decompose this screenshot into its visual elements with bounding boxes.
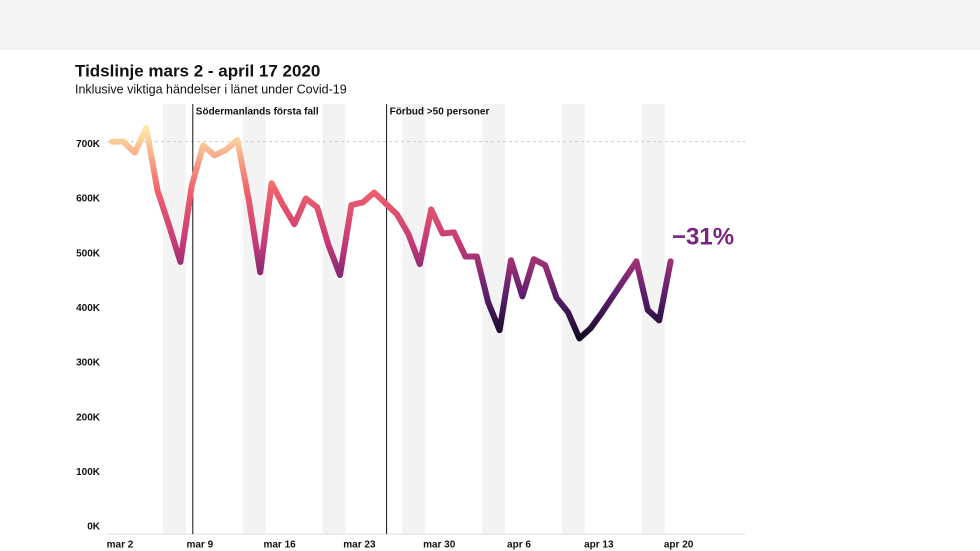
y-tick-label: 200K (76, 412, 101, 423)
top-bar (0, 0, 980, 50)
y-tick-label: 300K (76, 358, 101, 369)
y-tick-label: 100K (76, 467, 101, 478)
y-tick-label: 0K (87, 522, 101, 533)
y-tick-label: 400K (76, 303, 101, 314)
x-tick-label: mar 23 (343, 540, 376, 551)
y-tick-label: 700K (76, 139, 101, 150)
chart-subtitle: Inklusive viktiga händelser i länet unde… (75, 82, 347, 96)
x-tick-label: apr 6 (507, 540, 531, 551)
y-tick-label: 500K (76, 248, 101, 259)
x-tick-label: apr 13 (584, 540, 614, 551)
weekend-band (242, 104, 266, 534)
y-tick-label: 600K (76, 194, 101, 205)
weekend-band (322, 104, 346, 534)
x-tick-label: mar 30 (423, 540, 456, 551)
weekend-band (163, 104, 186, 534)
x-tick-label: mar 16 (263, 540, 296, 551)
event-label: Södermanlands första fall (196, 107, 319, 118)
x-tick-label: apr 20 (664, 540, 694, 551)
x-tick-label: mar 9 (186, 540, 213, 551)
event-label: Förbud >50 personer (390, 107, 490, 118)
x-tick-label: mar 2 (107, 540, 134, 551)
chart-title: Tidslinje mars 2 - april 17 2020 (75, 61, 320, 80)
change-label: −31% (672, 223, 734, 250)
weekend-band (402, 104, 426, 534)
weekend-band (641, 104, 665, 534)
line (109, 125, 674, 342)
